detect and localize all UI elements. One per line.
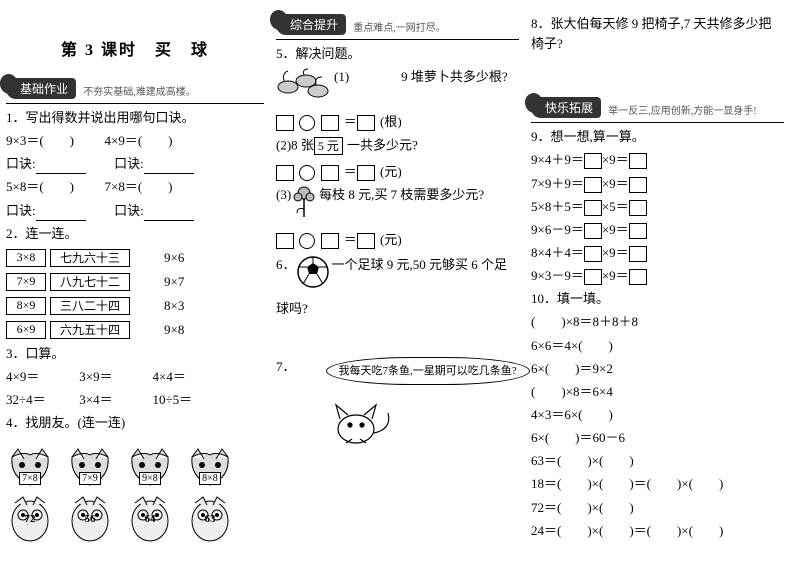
blank-box [321,115,339,131]
q1-k2: 口诀: 口诀: [6,201,264,221]
q7: 7． 我每天吃7条鱼,一星期可以吃几条鱼? [276,357,519,455]
q9-body: 9×4＋9＝×9＝ 7×9＋9＝×9＝ 5×8＋5＝×5＝ 9×6－9＝×9＝ … [531,150,784,286]
cat-icon: 7×8 [6,439,54,487]
q2-row: 7×9 八九七十二 9×7 [6,271,264,293]
q10-body: ( )×8＝8＋8＋8 6×6＝4×( ) 6×( )＝9×2 ( )×8＝6×… [531,312,784,540]
badge-synth-sub: 重点难点,一网打尽。 [353,19,446,34]
cat-icon: 7×9 [66,439,114,487]
q3-r2: 32÷4＝ 3×4＝ 10÷5＝ [6,390,264,410]
cat-icon: 8×8 [186,439,234,487]
q8: 8．张大伯每天修 9 把椅子,7 天共修多少把椅子? [531,14,784,54]
divider [276,39,519,40]
q6: 6． 一个足球 9 元,50 元够买 6 个足 [276,255,519,295]
flower-icon [291,185,317,225]
blank-circle [299,115,315,131]
speech-bubble: 我每天吃7条鱼,一星期可以吃几条鱼? [326,357,530,385]
badge-row: 综合提升 重点难点,一网打尽。 [276,14,519,37]
owl-icon: 64 [126,493,174,545]
q10-head: 10．填一填。 [531,289,784,309]
q9-head: 9．想一想,算一算。 [531,127,784,147]
carrot-icon [276,67,330,107]
eq-line: ＝ (根) [276,111,519,131]
column-3: 8．张大伯每天修 9 把椅子,7 天共修多少把椅子? 快乐拓展 举一反三,应用创… [525,0,790,566]
owl-icon: 63 [186,493,234,545]
column-1: 第 3 课时 买 球 基础作业 不夯实基础,难建成高楼。 1．写出得数并说出用哪… [0,0,270,566]
q5-1: (1) 9 堆萝卜共多少根? [276,67,519,107]
cat2-icon [326,389,530,455]
q3-head: 3．口算。 [6,344,264,364]
column-2: 综合提升 重点难点,一网打尽。 5．解决问题。 (1) 9 堆萝卜共多少根? ＝… [270,0,525,566]
q2-mid: 七九六十三 [50,249,130,267]
badge-ext-sub: 举一反三,应用创新,方能一显身手! [608,102,756,117]
blank-box [357,115,375,131]
lesson-title: 第 3 课时 买 球 [6,36,264,60]
q2-right: 9×6 [164,250,184,266]
q1-head: 1．写出得数并说出用哪句口诀。 [6,108,264,128]
blank-box [276,115,294,131]
cat-icon: 9×8 [126,439,174,487]
badge-row: 基础作业 不夯实基础,难建成高楼。 [6,78,264,101]
badge-synth: 综合提升 [276,14,346,35]
q5-3: (3) 每枝 8 元,买 7 枝需要多少元? [276,185,519,225]
q2-left: 3×8 [6,249,46,267]
q1-row1: 9×3＝( ) 4×9＝( ) [6,131,264,151]
eq-line: ＝ (元) [276,229,519,249]
blank [144,160,194,174]
q1-row2: 5×8＝( ) 7×8＝( ) [6,177,264,197]
q1-r1b: 4×9＝( ) [105,133,173,148]
q1-r2b: 7×8＝( ) [105,179,173,194]
q5-2: (2)8 张5 元一共多少元? [276,135,519,157]
divider [6,103,264,104]
q3-r1: 4×9＝ 3×9＝ 4×4＝ [6,367,264,387]
q6-b: 球吗? [276,299,519,319]
q4-cats: 7×8 7×9 9×8 8×8 [6,439,264,487]
owl-icon: 72 [6,493,54,545]
blank [144,207,194,221]
q1-r2a: 5×8＝( ) [6,179,74,194]
blank [36,207,86,221]
badge-row: 快乐拓展 举一反三,应用创新,方能一显身手! [531,97,784,120]
divider [531,122,784,123]
q2-row: 8×9 三八二十四 8×3 [6,295,264,317]
q2-row: 3×8 七九六十三 9×6 [6,247,264,269]
q1-k1: 口诀: 口诀: [6,154,264,174]
soccerball-icon [296,255,330,295]
q4-owls: 72 56 64 63 [6,493,264,545]
q1-r1a: 9×3＝( ) [6,133,74,148]
q2-row: 6×9 六九五十四 9×8 [6,319,264,341]
q2-head: 2．连一连。 [6,224,264,244]
q4-head: 4．找朋友。(连一连) [6,413,264,433]
badge-basic: 基础作业 [6,78,76,99]
owl-icon: 56 [66,493,114,545]
badge-basic-sub: 不夯实基础,难建成高楼。 [83,83,196,98]
q5-head: 5．解决问题。 [276,44,519,64]
blank [36,160,86,174]
eq-line: ＝ (元) [276,161,519,181]
badge-ext: 快乐拓展 [531,97,601,118]
